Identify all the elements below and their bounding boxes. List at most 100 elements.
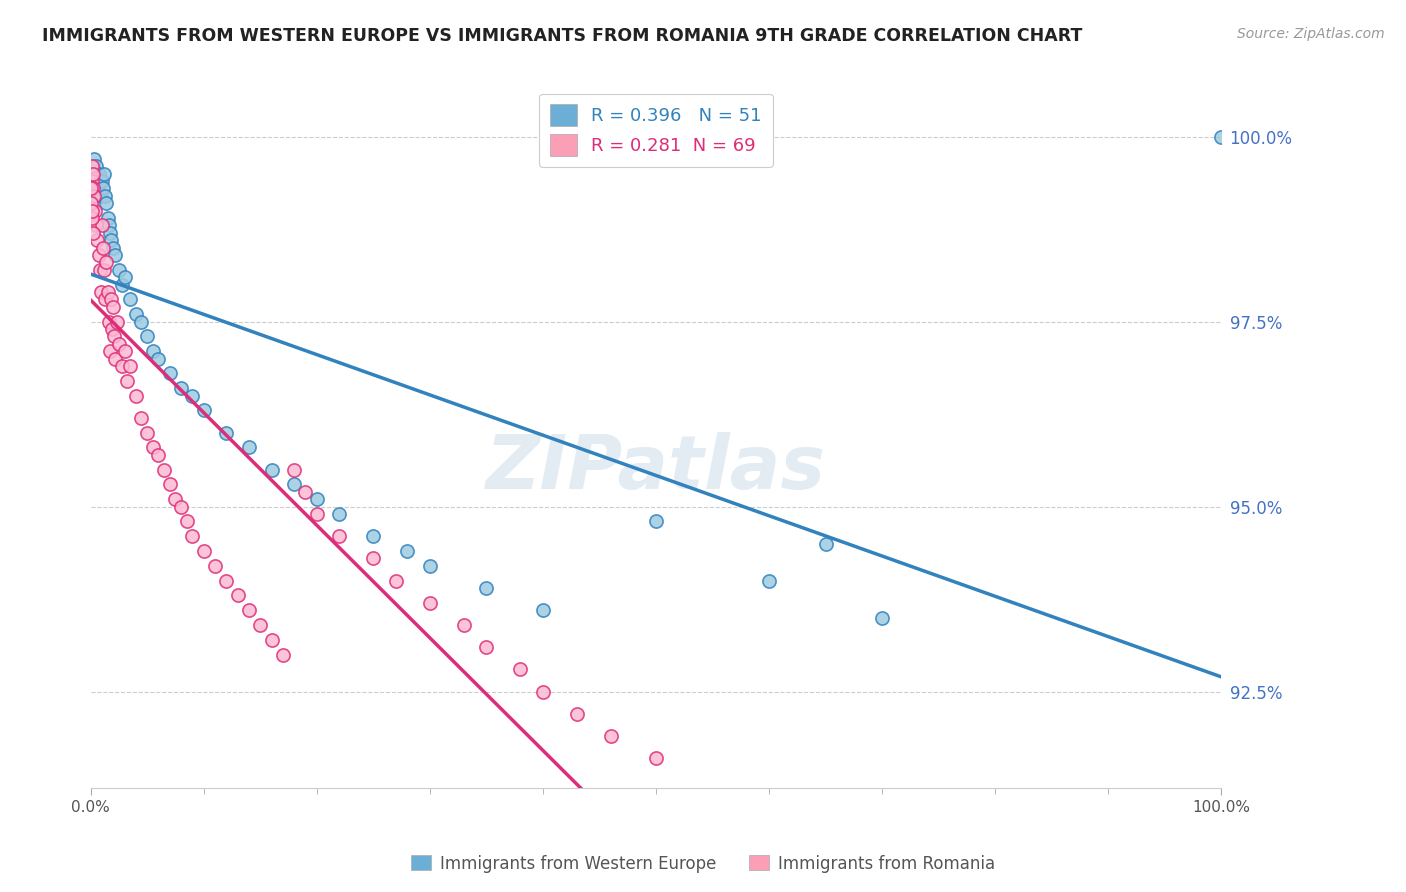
Point (91, 241, 114, 255)
Point (283, 477, 305, 491)
Point (396, 544, 419, 558)
Text: IMMIGRANTS FROM WESTERN EUROPE VS IMMIGRANTS FROM ROMANIA 9TH GRADE CORRELATION : IMMIGRANTS FROM WESTERN EUROPE VS IMMIGR… (42, 27, 1083, 45)
Point (120, 359, 142, 373)
Point (80, 211, 103, 225)
Point (294, 484, 316, 499)
Point (238, 603, 260, 617)
Point (80, 159, 103, 173)
Point (101, 322, 124, 336)
Point (89, 262, 111, 277)
Point (170, 500, 193, 514)
Point (215, 574, 238, 588)
Point (181, 529, 204, 543)
Point (108, 262, 131, 277)
Point (870, 610, 893, 624)
Point (111, 359, 134, 373)
Point (114, 344, 136, 359)
Point (249, 618, 271, 632)
Point (453, 618, 475, 632)
Text: ZIPatlas: ZIPatlas (486, 432, 825, 505)
Point (89, 174, 111, 188)
Point (80, 167, 103, 181)
Point (131, 315, 153, 329)
Point (136, 425, 159, 440)
Point (159, 367, 181, 381)
Point (271, 648, 294, 662)
Point (645, 515, 668, 529)
Point (419, 596, 441, 610)
Point (260, 462, 283, 476)
Point (531, 603, 554, 617)
Point (90, 285, 112, 299)
Point (599, 729, 621, 743)
Point (84, 174, 107, 188)
Point (176, 515, 198, 529)
Point (475, 581, 498, 595)
Point (98, 344, 121, 359)
Point (103, 300, 125, 314)
Point (82, 226, 104, 240)
Point (93, 262, 115, 277)
Point (531, 684, 554, 698)
Point (565, 706, 588, 721)
Point (758, 574, 780, 588)
Point (91, 181, 114, 195)
Point (94, 189, 117, 203)
Point (83, 152, 105, 166)
Point (90, 219, 112, 233)
Point (114, 270, 136, 285)
Point (215, 425, 238, 440)
Point (108, 336, 131, 351)
Point (193, 403, 215, 417)
Point (142, 441, 165, 455)
Point (204, 558, 226, 573)
Point (159, 477, 181, 491)
Point (115, 374, 138, 388)
Point (96, 196, 118, 211)
Point (97, 285, 120, 299)
Point (361, 551, 384, 566)
Point (419, 558, 441, 573)
Point (82, 167, 104, 181)
Point (82, 174, 104, 188)
Point (80, 196, 103, 211)
Point (84, 167, 107, 181)
Point (105, 315, 128, 329)
Point (84, 219, 107, 233)
Point (93, 167, 115, 181)
Point (97, 211, 120, 225)
Point (238, 441, 260, 455)
Point (814, 536, 837, 550)
Point (82, 167, 104, 181)
Point (509, 662, 531, 676)
Point (165, 492, 187, 507)
Point (226, 588, 249, 602)
Point (475, 640, 498, 655)
Point (153, 462, 176, 476)
Point (193, 544, 215, 558)
Point (142, 344, 165, 359)
Point (1211, 129, 1233, 144)
Point (361, 529, 384, 543)
Point (111, 277, 134, 292)
Point (148, 351, 170, 366)
Point (328, 507, 350, 521)
Point (104, 248, 127, 262)
Point (97, 219, 120, 233)
Point (98, 226, 121, 240)
Point (120, 293, 142, 307)
Point (328, 529, 350, 543)
Point (181, 388, 204, 402)
Point (86, 181, 108, 195)
Point (84, 159, 107, 173)
Point (385, 574, 408, 588)
Point (148, 448, 170, 462)
Point (103, 241, 125, 255)
Point (82, 181, 104, 195)
Point (83, 189, 105, 203)
Point (80, 181, 103, 195)
Point (100, 293, 122, 307)
Point (90, 174, 112, 188)
Point (82, 203, 104, 218)
Point (645, 751, 668, 765)
